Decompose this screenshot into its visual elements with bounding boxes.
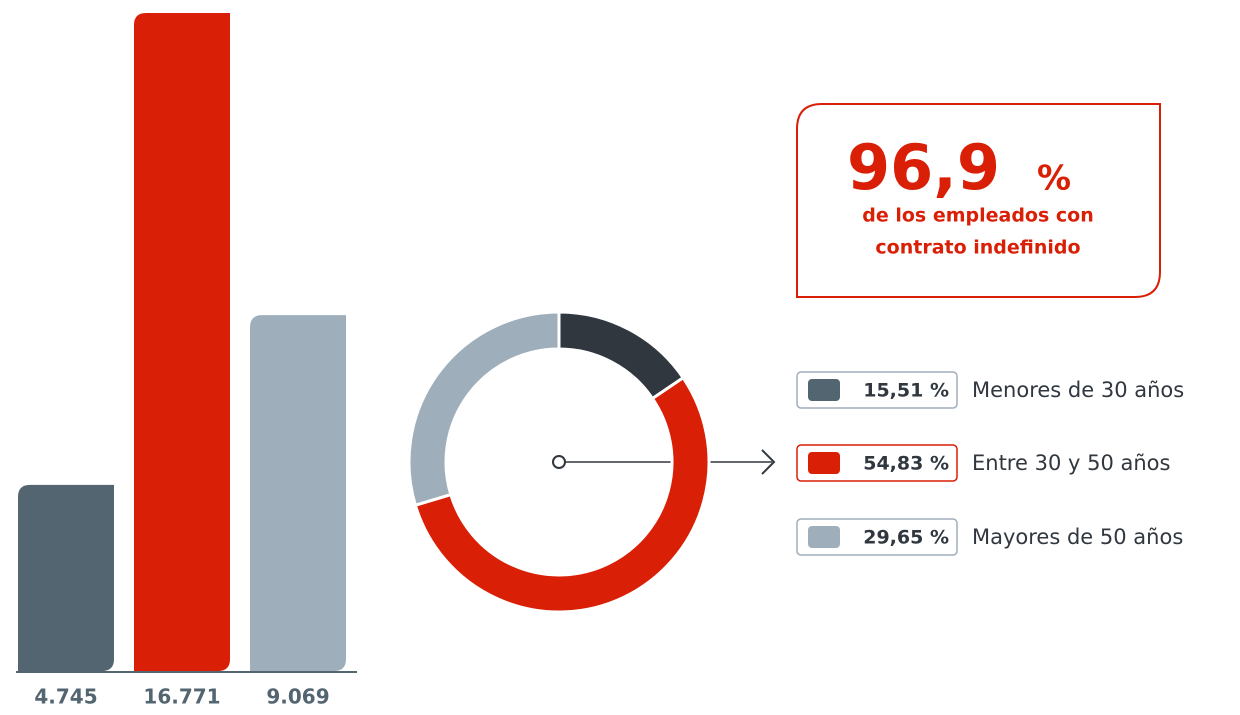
donut-slice <box>407 310 561 508</box>
legend-swatch <box>808 526 840 548</box>
legend-swatch <box>808 452 840 474</box>
callout-box <box>796 103 1161 298</box>
callout-text: de los empleados con <box>862 205 1094 227</box>
callout-value: 96,9 <box>847 131 1000 204</box>
center-dot <box>552 455 566 469</box>
legend-value: 29,65 % <box>863 527 949 549</box>
pointer-arrow <box>761 449 776 475</box>
bar <box>250 315 346 671</box>
bar <box>134 13 230 671</box>
callout-text: contrato indefinido <box>875 237 1080 259</box>
legend-swatch <box>808 379 840 401</box>
value-label: 9.069 <box>266 685 329 709</box>
legend-label: Mayores de 50 años <box>972 525 1183 549</box>
legend-label: Menores de 30 años <box>972 378 1184 402</box>
legend-value: 54,83 % <box>863 453 949 475</box>
donut-slice <box>413 375 711 614</box>
legend-value: 15,51 % <box>863 380 949 402</box>
value-label: 16.771 <box>143 685 220 709</box>
donut-slice <box>557 310 686 401</box>
legend-label: Entre 30 y 50 años <box>972 451 1170 475</box>
value-label: 4.745 <box>34 685 97 709</box>
bar <box>18 484 114 671</box>
callout-unit: % <box>1037 159 1071 199</box>
